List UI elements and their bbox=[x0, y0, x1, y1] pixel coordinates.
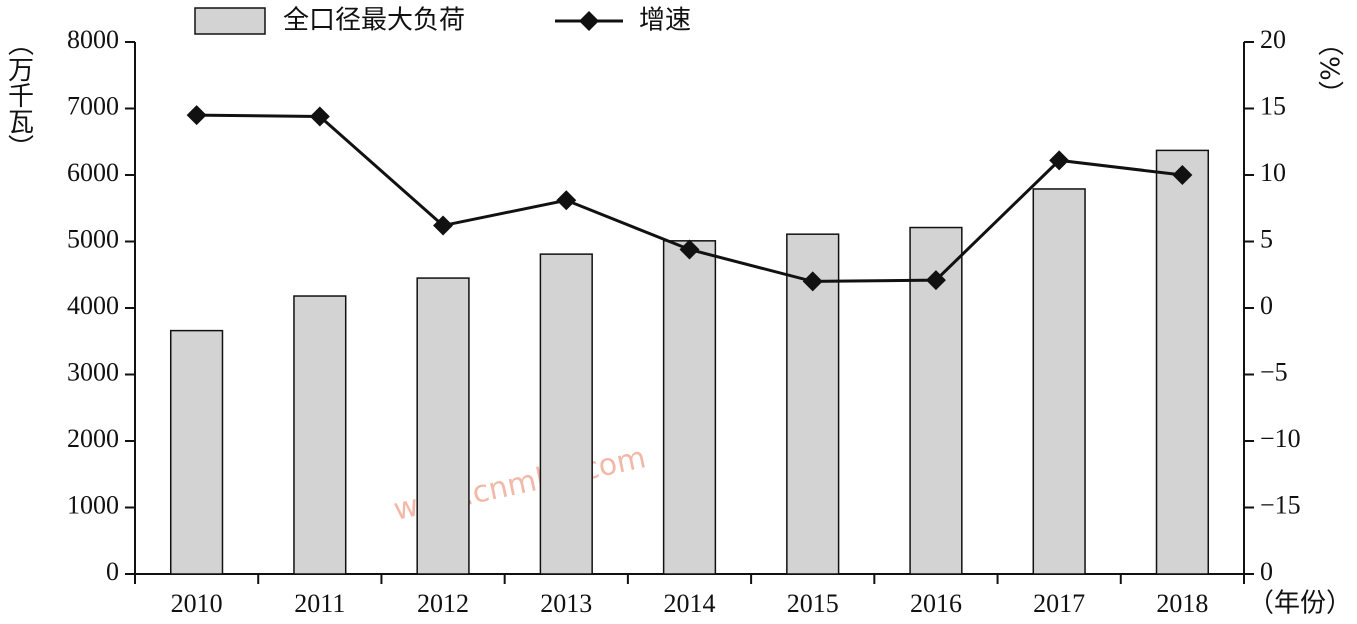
y2-tick-label: 0 bbox=[1260, 291, 1273, 320]
bar bbox=[662, 240, 717, 575]
y-tick-label: 5000 bbox=[67, 224, 119, 253]
x-tick-label: 2010 bbox=[171, 589, 223, 618]
y-tick-label: 6000 bbox=[67, 158, 119, 187]
marker bbox=[556, 190, 577, 211]
marker bbox=[186, 105, 207, 126]
bar bbox=[416, 277, 470, 575]
y2-tick-label: 0 bbox=[1260, 557, 1273, 586]
y2-tick-label: −15 bbox=[1260, 490, 1301, 519]
x-tick-label: 2011 bbox=[294, 589, 345, 618]
y2-tick-label: 5 bbox=[1260, 224, 1273, 253]
x-axis-label: （年份） bbox=[1248, 589, 1352, 619]
y-tick-label: 1000 bbox=[67, 490, 119, 519]
x-tick-label: 2018 bbox=[1156, 589, 1208, 618]
legend-swatch bbox=[579, 11, 599, 31]
x-tick-label: 2012 bbox=[417, 589, 469, 618]
y2-tick-label: 20 bbox=[1260, 25, 1286, 54]
bar bbox=[1032, 188, 1086, 575]
bar bbox=[169, 329, 224, 575]
y2-tick-label: −5 bbox=[1260, 357, 1288, 386]
marker bbox=[679, 239, 700, 260]
y-tick-label: 2000 bbox=[67, 424, 119, 453]
bar bbox=[293, 295, 347, 575]
y-tick-label: 3000 bbox=[67, 357, 119, 386]
y-axis-label: （万千瓦） bbox=[4, 30, 34, 160]
x-tick-label: 2014 bbox=[664, 589, 716, 618]
y2-tick-label: 15 bbox=[1260, 91, 1286, 120]
marker bbox=[802, 271, 823, 292]
y2-tick-label: −10 bbox=[1260, 424, 1301, 453]
legend-swatch bbox=[194, 7, 266, 35]
bar bbox=[1155, 149, 1210, 575]
marker bbox=[1172, 165, 1193, 185]
legend-label: 增速 bbox=[639, 6, 691, 36]
y-tick-label: 0 bbox=[106, 557, 119, 586]
marker bbox=[1049, 150, 1070, 171]
bar bbox=[539, 253, 593, 575]
y2-axis-label: （%） bbox=[1314, 30, 1344, 107]
marker bbox=[309, 106, 330, 127]
x-tick-label: 2016 bbox=[910, 589, 962, 618]
marker bbox=[925, 270, 946, 291]
marker bbox=[433, 215, 454, 236]
y-tick-label: 4000 bbox=[67, 291, 119, 320]
y-tick-label: 8000 bbox=[67, 25, 119, 54]
legend-label: 全口径最大负荷 bbox=[283, 6, 465, 36]
x-tick-label: 2015 bbox=[787, 589, 839, 618]
y-tick-label: 7000 bbox=[67, 91, 119, 120]
y2-tick-label: 10 bbox=[1260, 158, 1286, 187]
x-tick-label: 2013 bbox=[540, 589, 592, 618]
x-tick-label: 2017 bbox=[1033, 589, 1085, 618]
